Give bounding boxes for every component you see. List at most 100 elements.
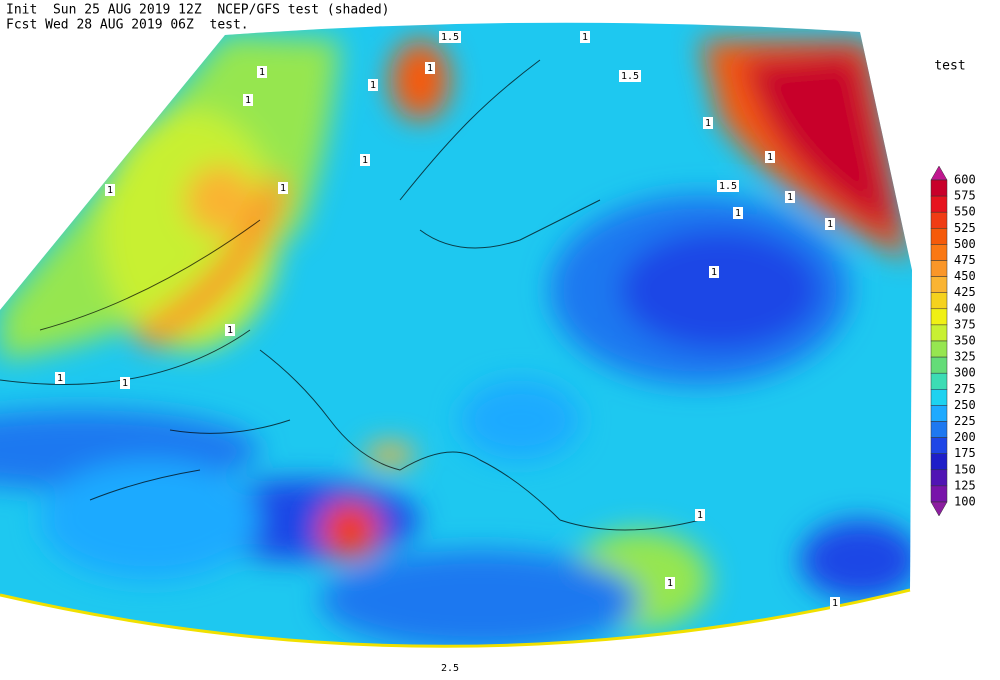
contour-label: 1 [227, 325, 233, 336]
colorbar-title: test [934, 59, 965, 74]
colorbar-label: 600 [954, 173, 976, 187]
contour-label: 1 [767, 152, 773, 163]
colorbar-box [930, 292, 948, 310]
colorbar-label: 375 [954, 317, 976, 331]
map-border [0, 588, 911, 648]
colorbar-label: 225 [954, 414, 976, 428]
contour-label-box [257, 66, 267, 78]
colorbar-label: 150 [954, 462, 976, 476]
colorbar-label: 575 [954, 189, 976, 203]
contour-label-box [278, 182, 288, 194]
colorbar-label: 275 [954, 382, 976, 396]
contour-label-box [120, 377, 130, 389]
coastlines [0, 59, 701, 531]
colorbar-label: 500 [954, 237, 976, 251]
contour-label: 1 [697, 510, 703, 521]
contour-label: 1.5 [621, 71, 639, 82]
colorbar-box [930, 195, 948, 213]
contour-label-box [717, 180, 739, 192]
colorbar-box [930, 276, 948, 293]
colorbar-box [930, 340, 948, 358]
contour-label: 1 [362, 155, 368, 166]
contour-label-box [765, 151, 775, 163]
colorbar-label: 200 [954, 430, 976, 444]
contour-label-box [425, 62, 435, 74]
contour-label: 1 [370, 80, 376, 91]
contour-label-box [105, 184, 115, 196]
contour-label: 2.5 [441, 663, 459, 674]
colorbar-label: 550 [954, 205, 976, 219]
contour-label: 1 [827, 219, 833, 230]
colorbar-box [930, 179, 948, 197]
colorbar-box [930, 372, 948, 390]
contour-label: 1 [705, 118, 711, 129]
colorbar-triangle [930, 165, 948, 181]
colorbar-box [930, 308, 948, 326]
contour-label-box [360, 154, 370, 166]
contour-label: 1 [122, 378, 128, 389]
contour-label-box [243, 94, 253, 106]
colorbar-label: 300 [954, 366, 976, 380]
contour-label: 1 [245, 95, 251, 106]
contour-label: 1 [787, 192, 793, 203]
contour-label-box [439, 662, 461, 674]
contour-label: 1 [259, 67, 265, 78]
colorbar-label: 450 [954, 269, 976, 283]
colorbar-box [930, 260, 948, 277]
contour-label: 1 [832, 598, 838, 609]
colorbar-box [930, 405, 948, 422]
contour-label-box [665, 577, 675, 589]
contour-label-box [785, 191, 795, 203]
contour-label: 1 [711, 267, 717, 278]
colorbar-label: 350 [954, 334, 976, 348]
colorbar-box [930, 453, 948, 471]
colorbar-label: 325 [954, 350, 976, 364]
contour-label: 1 [280, 183, 286, 194]
header-line: Init Sun 25 AUG 2019 12Z NCEP/GFS test (… [6, 3, 390, 18]
colorbar-box [930, 244, 948, 261]
colorbar-box [930, 356, 948, 374]
contour-label: 1 [57, 373, 63, 384]
contour-label-box [695, 509, 705, 521]
contour-label-box [368, 79, 378, 91]
colorbar-box [930, 437, 948, 454]
contour-label: 1 [107, 185, 113, 196]
contour-label-box [825, 218, 835, 230]
contour-label-box [225, 324, 235, 336]
contour-label: 1 [735, 208, 741, 219]
colorbar: 600 575 550 525 500 475 450 425 400 375 350 325 300 2… [930, 165, 976, 517]
colorbar-box [930, 485, 948, 503]
colorbar-box [930, 228, 948, 245]
colorbar-label: 250 [954, 398, 976, 412]
colorbar-label: 175 [954, 446, 976, 460]
contour-label-box [439, 31, 461, 43]
contour-label-box [55, 372, 65, 384]
colorbar-box [930, 469, 948, 487]
colorbar-label: 475 [954, 253, 976, 267]
contour-label-box [733, 207, 743, 219]
colorbar-label: 425 [954, 285, 976, 299]
header-line: Fcst Wed 28 AUG 2019 06Z test. [6, 18, 249, 33]
contour-labels: 1.5 1 1.5 1 1 1 1 1 1 1.5 1 1 1 1 1 1 1 1 1 1 1 1 1 2.5 [55, 31, 840, 674]
contour-label-box [830, 597, 840, 609]
contour-label-box [619, 70, 641, 82]
colorbar-box [930, 421, 948, 438]
colorbar-label: 125 [954, 478, 976, 492]
map-area [0, 22, 912, 647]
contour-label: 1.5 [719, 181, 737, 192]
colorbar-box [930, 211, 948, 229]
contour-label: 1 [667, 578, 673, 589]
colorbar-label: 400 [954, 301, 976, 315]
contour-label: 1 [427, 63, 433, 74]
contour-label: 1.5 [441, 32, 459, 43]
contour-label: 1 [582, 32, 588, 43]
colorbar-label: 525 [954, 221, 976, 235]
colorbar-label: 100 [954, 495, 976, 509]
colorbar-box [930, 324, 948, 342]
contour-label-box [709, 266, 719, 278]
colorbar-box [930, 389, 948, 406]
colorbar-triangle [930, 501, 948, 517]
contour-label-box [580, 31, 590, 43]
